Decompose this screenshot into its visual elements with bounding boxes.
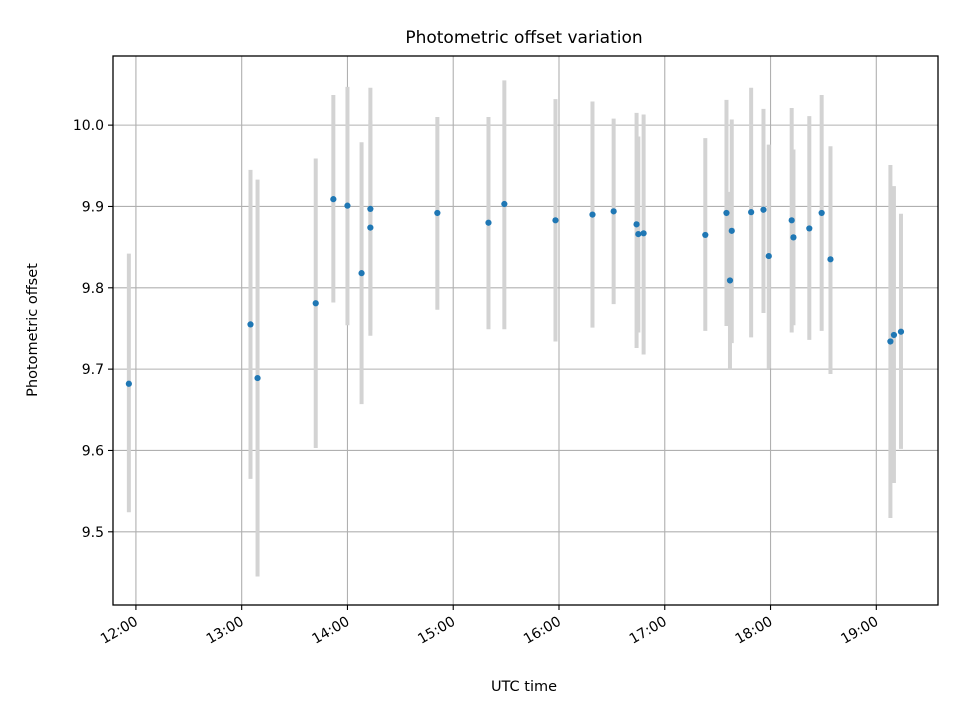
data-point xyxy=(728,227,735,234)
data-point xyxy=(726,277,734,284)
data-point xyxy=(633,221,640,228)
data-point xyxy=(247,321,254,328)
data-point xyxy=(818,209,825,217)
data-point xyxy=(790,234,797,241)
y-tick-label: 9.9 xyxy=(82,199,104,215)
data-point xyxy=(723,209,730,217)
data-point xyxy=(485,219,492,226)
data-point xyxy=(635,231,642,238)
data-point xyxy=(330,196,337,203)
data-point xyxy=(887,338,894,345)
x-tick-label: 15:00 xyxy=(415,614,458,648)
data-point xyxy=(312,300,319,307)
data-point xyxy=(760,206,767,213)
data-points xyxy=(125,196,905,387)
plot-frame xyxy=(112,55,939,606)
data-point xyxy=(890,331,898,339)
x-axis-ticks: 12:00 13:00 14:00 15:00 16:00 17:00 18:00 19:00 xyxy=(98,605,881,648)
data-point xyxy=(367,205,374,213)
data-point xyxy=(434,209,441,217)
data-point xyxy=(589,211,596,218)
chart-title: Photometric offset variation xyxy=(405,28,642,48)
x-axis-label: UTC time xyxy=(491,679,557,695)
y-axis-ticks: 9.5 9.6 9.7 9.8 9.9 10.0 xyxy=(73,118,113,541)
data-point xyxy=(125,380,132,387)
y-axis-label: Photometric offset xyxy=(25,263,41,397)
data-point xyxy=(897,328,905,335)
data-point xyxy=(501,200,508,208)
data-point xyxy=(367,224,374,231)
x-tick-label: 13:00 xyxy=(204,614,247,648)
error-bars xyxy=(126,80,903,577)
data-point xyxy=(358,270,365,277)
data-point xyxy=(765,252,772,260)
y-tick-label: 10.0 xyxy=(73,118,104,134)
data-point xyxy=(552,217,559,224)
grid-lines xyxy=(113,56,938,605)
data-point xyxy=(344,202,351,209)
data-point xyxy=(788,217,795,224)
x-tick-label: 12:00 xyxy=(98,614,141,648)
data-point xyxy=(610,208,617,215)
data-point xyxy=(827,256,834,263)
data-point xyxy=(702,231,709,239)
x-tick-label: 18:00 xyxy=(733,614,776,648)
x-tick-label: 17:00 xyxy=(627,614,670,648)
data-point xyxy=(254,374,261,382)
y-tick-label: 9.8 xyxy=(82,281,104,297)
data-point xyxy=(640,230,647,237)
y-tick-label: 9.5 xyxy=(82,525,104,541)
y-tick-label: 9.6 xyxy=(82,443,104,459)
data-point xyxy=(806,225,813,232)
data-point xyxy=(748,209,755,216)
x-tick-label: 14:00 xyxy=(310,614,353,648)
x-tick-label: 19:00 xyxy=(838,614,881,648)
y-tick-label: 9.7 xyxy=(82,362,104,378)
x-tick-label: 16:00 xyxy=(521,614,564,648)
